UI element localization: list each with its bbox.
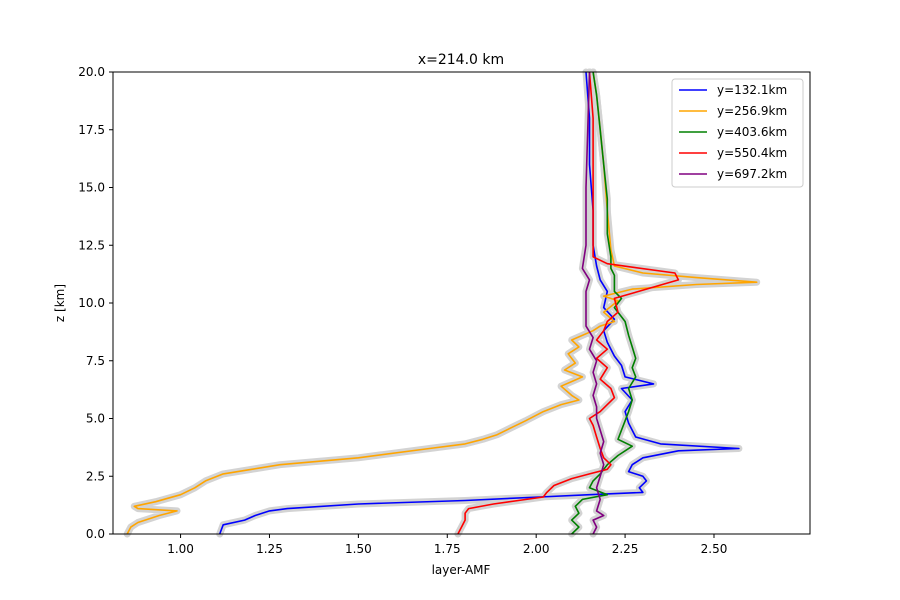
y-tick-label: 0.0: [86, 527, 105, 541]
legend-label: y=697.2km: [717, 167, 787, 181]
x-axis: 1.00 1.25 1.50 1.75 2.00 2.25 2.50: [167, 534, 727, 556]
series-line-1: [218, 71, 740, 535]
legend-label: y=550.4km: [717, 146, 787, 160]
y-tick-label: 5.0: [86, 412, 105, 426]
x-tick-label: 2.50: [701, 542, 728, 556]
series-line-3: [570, 71, 637, 535]
y-tick-label: 17.5: [78, 123, 105, 137]
y-tick-label: 12.5: [78, 238, 105, 252]
series-line-2: [126, 71, 758, 535]
y-axis: 0.0 2.5 5.0 7.5 10.0 12.5 15.0 17.5 20.0: [78, 65, 113, 541]
uncertainty-bands: [123, 68, 761, 538]
uncertainty-band-4: [454, 68, 682, 538]
series-line-5: [581, 71, 605, 535]
legend-box: [671, 78, 804, 188]
y-tick-label: 2.5: [86, 469, 105, 483]
x-tick-label: 1.75: [434, 542, 461, 556]
x-tick-label: 1.00: [167, 542, 194, 556]
x-tick-label: 2.00: [523, 542, 550, 556]
x-tick-label: 1.50: [345, 542, 372, 556]
x-tick-label: 2.25: [612, 542, 639, 556]
legend: y=132.1km y=256.9km y=403.6km y=550.4km y=69…: [671, 78, 804, 188]
x-axis-label: layer-AMF: [432, 563, 491, 577]
series-line-4: [457, 71, 680, 535]
y-tick-label: 10.0: [78, 296, 105, 310]
uncertainty-band-2: [123, 68, 761, 538]
x-tick-label: 1.25: [256, 542, 283, 556]
y-tick-label: 20.0: [78, 65, 105, 79]
legend-label: y=132.1km: [717, 83, 787, 97]
y-axis-label: z [km]: [53, 284, 67, 322]
legend-label: y=256.9km: [717, 104, 787, 118]
legend-label: y=403.6km: [717, 125, 787, 139]
chart-title: x=214.0 km: [418, 52, 504, 68]
y-tick-label: 7.5: [86, 354, 105, 368]
series-lines: [126, 71, 758, 535]
y-tick-label: 15.0: [78, 181, 105, 195]
